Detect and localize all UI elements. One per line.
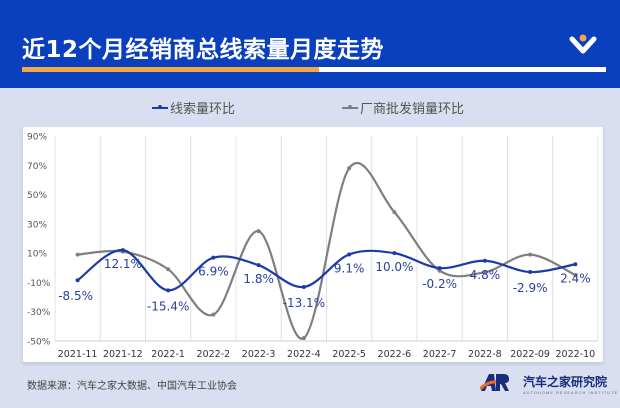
x-tick-label: 2022-3 xyxy=(242,349,276,360)
data-point xyxy=(75,252,80,257)
data-point xyxy=(573,273,578,278)
ar-logo-icon xyxy=(480,374,509,391)
data-point xyxy=(256,229,261,234)
data-point xyxy=(392,210,397,215)
data-label: -0.2% xyxy=(422,277,457,291)
data-label: -13.1% xyxy=(283,296,325,310)
data-label: 6.9% xyxy=(198,265,229,279)
data-point xyxy=(482,258,487,263)
data-point xyxy=(437,266,442,271)
data-point xyxy=(347,166,352,171)
data-label: 1.8% xyxy=(243,272,274,286)
data-point xyxy=(301,336,306,341)
y-tick-label: -30% xyxy=(27,308,51,318)
legend-line-icon xyxy=(342,104,358,109)
x-tick-label: 2022-8 xyxy=(468,349,502,360)
data-source-note: 数据来源：汽车之家大数据、中国汽车工业协会 xyxy=(27,381,237,392)
x-tick-label: 2022-5 xyxy=(332,349,366,360)
y-tick-label: -50% xyxy=(27,338,51,348)
brand-name: 汽车之家研究院 xyxy=(523,375,608,389)
data-point xyxy=(392,251,397,256)
data-point xyxy=(166,267,171,272)
x-tick-label: 2022-10 xyxy=(556,349,596,360)
brand-subtitle: AUTOHOME RESEARCH INSTITUTE xyxy=(523,390,619,395)
data-point xyxy=(528,270,533,275)
data-label: 10.0% xyxy=(375,260,413,274)
legend-label: 厂商批发销量环比 xyxy=(360,102,465,117)
x-tick-label: 2022-2 xyxy=(197,349,231,360)
data-point xyxy=(528,252,533,257)
data-label: -15.4% xyxy=(147,299,189,313)
data-label: 12.1% xyxy=(104,257,142,271)
data-point xyxy=(301,284,306,289)
chart-card xyxy=(23,127,603,362)
y-tick-label: 70% xyxy=(27,162,47,172)
data-point xyxy=(347,252,352,257)
x-tick-label: 2022-7 xyxy=(423,349,457,360)
data-label: 9.1% xyxy=(334,261,365,275)
legend-item-leads: 线索量环比 xyxy=(152,98,235,117)
data-point xyxy=(256,263,261,268)
data-point xyxy=(120,248,125,253)
legend-label: 线索量环比 xyxy=(170,102,236,117)
x-tick-label: 2022-6 xyxy=(378,349,412,360)
x-tick-label: 2021-12 xyxy=(103,349,143,360)
title-underline xyxy=(319,67,606,72)
data-point xyxy=(211,312,216,317)
y-tick-label: 50% xyxy=(27,191,47,201)
chart-legend: 线索量环比 厂商批发销量环比 xyxy=(0,96,620,117)
data-point xyxy=(211,255,216,260)
x-tick-label: 2022-09 xyxy=(510,349,550,360)
y-tick-label: -10% xyxy=(27,279,51,289)
x-tick-label: 2022-1 xyxy=(151,349,185,360)
legend-line-icon xyxy=(152,104,168,109)
header-banner: 近12个月经销商总线索量月度走势 xyxy=(0,0,620,88)
data-point xyxy=(482,270,487,275)
brand-v-icon xyxy=(569,34,597,54)
legend-item-wholesale: 厂商批发销量环比 xyxy=(342,98,464,117)
data-label: -2.9% xyxy=(513,281,548,295)
data-point xyxy=(573,262,578,267)
title-underline-accent xyxy=(22,67,319,72)
data-label: -8.5% xyxy=(58,289,93,303)
y-tick-label: 30% xyxy=(27,220,47,230)
data-point xyxy=(166,288,171,293)
data-point xyxy=(75,278,80,283)
x-tick-label: 2021-11 xyxy=(58,349,98,360)
data-label: 4.8% xyxy=(470,268,501,282)
x-tick-label: 2022-4 xyxy=(287,349,321,360)
page-title: 近12个月经销商总线索量月度走势 xyxy=(22,37,385,63)
y-tick-label: 90% xyxy=(27,133,47,143)
y-tick-label: 10% xyxy=(27,250,47,260)
data-label: 2.4% xyxy=(560,271,591,285)
